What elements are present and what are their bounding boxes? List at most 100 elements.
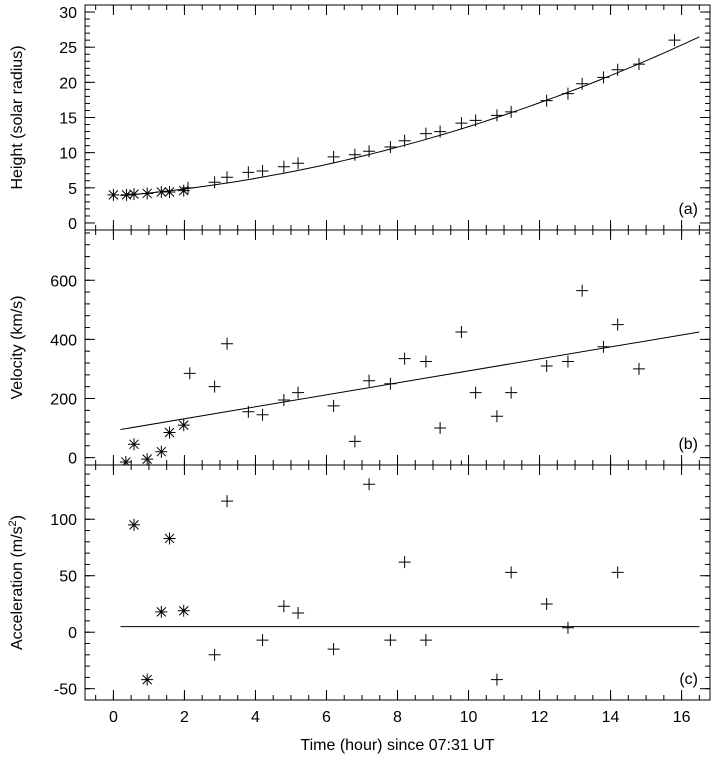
- asterisk-point: [119, 456, 132, 465]
- y-axis-label: Height (solar radius): [9, 45, 26, 189]
- asterisk-point: [141, 187, 154, 200]
- asterisk-point: [155, 186, 168, 199]
- plus-point: [540, 359, 553, 372]
- x-tick-label: 2: [180, 709, 189, 726]
- y-tick-label: 200: [50, 391, 77, 408]
- plus-point: [256, 634, 269, 647]
- y-tick-label: 0: [68, 216, 77, 233]
- x-tick-label: 16: [673, 709, 691, 726]
- plus-point: [181, 181, 194, 194]
- plus-point: [256, 408, 269, 421]
- plus-point: [277, 160, 290, 173]
- plus-point: [505, 566, 518, 579]
- plus-point: [398, 556, 411, 569]
- plus-point: [419, 127, 432, 140]
- plus-point: [505, 386, 518, 399]
- plus-point: [292, 607, 305, 620]
- plus-point: [221, 171, 234, 184]
- plus-point: [208, 380, 221, 393]
- asterisk-point: [155, 445, 168, 458]
- x-tick-label: 0: [109, 709, 118, 726]
- asterisk-point: [163, 186, 176, 199]
- y-tick-label: 20: [59, 75, 77, 92]
- plus-point: [460, 460, 462, 465]
- plus-point: [242, 166, 255, 179]
- plus-point: [419, 355, 432, 368]
- asterisk-point: [163, 426, 176, 439]
- plus-point: [384, 377, 397, 390]
- plus-point: [668, 34, 681, 47]
- plus-point: [611, 318, 624, 331]
- plus-point: [490, 109, 503, 122]
- x-tick-label: 4: [251, 709, 260, 726]
- x-axis-label: Time (hour) since 07:31 UT: [300, 737, 494, 754]
- x-tick-label: 6: [322, 709, 331, 726]
- panel-2: 0 200 400 600 Velocity (km/s) (b): [9, 229, 711, 468]
- plus-point: [419, 634, 432, 647]
- plus-point: [327, 643, 340, 656]
- asterisk-point: [177, 184, 190, 197]
- plot-area: [120, 478, 700, 686]
- asterisk-point: [128, 518, 141, 531]
- plus-point: [348, 148, 361, 161]
- plus-point: [327, 399, 340, 412]
- plus-point: [348, 435, 361, 448]
- plus-point: [561, 87, 574, 100]
- plus-point: [561, 621, 574, 634]
- plus-point: [561, 355, 574, 368]
- asterisk-point: [177, 419, 190, 432]
- y-tick-label: 25: [59, 40, 77, 57]
- plus-point: [292, 157, 305, 170]
- plus-point: [384, 634, 397, 647]
- y-tick-label: 15: [59, 111, 77, 128]
- plus-point: [611, 566, 624, 579]
- plus-point: [576, 284, 589, 297]
- plus-point: [434, 125, 447, 138]
- plot-frame: [84, 229, 711, 466]
- plus-point: [455, 325, 468, 338]
- plus-point: [363, 145, 376, 158]
- x-tick-label: 10: [460, 709, 478, 726]
- y-tick-label: 30: [59, 5, 77, 22]
- y-tick-label: 5: [68, 181, 77, 198]
- plus-point: [363, 478, 376, 491]
- plot-frame: [84, 464, 711, 701]
- plus-point: [208, 648, 221, 661]
- panel-3: -50 0 50 100 0 2 4 6 8 10 12 14 16 Acceleration (m/s2…: [7, 464, 711, 754]
- panel-label: (a): [678, 201, 698, 218]
- y-tick-label: 100: [50, 512, 77, 529]
- plus-point: [540, 94, 553, 107]
- y-axis-label: Acceleration (m/s2): [7, 515, 26, 650]
- plot-area: [119, 284, 700, 465]
- plus-point: [434, 422, 447, 435]
- plus-point: [221, 337, 234, 350]
- plus-point: [221, 495, 234, 508]
- plus-point: [327, 150, 340, 163]
- fit-line: [120, 331, 700, 431]
- plot-area: [107, 34, 700, 201]
- y-tick-label: 600: [50, 273, 77, 290]
- y-tick-label: -50: [54, 682, 77, 699]
- plus-point: [490, 673, 503, 686]
- plus-point: [611, 63, 624, 76]
- asterisk-point: [155, 605, 168, 618]
- plus-point: [242, 405, 255, 418]
- asterisk-point: [107, 188, 120, 201]
- panel-label: (b): [678, 436, 698, 453]
- plus-point: [576, 77, 589, 90]
- y-tick-label: 50: [59, 569, 77, 586]
- panel-label: (c): [679, 671, 698, 688]
- x-tick-label: 12: [531, 709, 549, 726]
- plus-point: [597, 340, 610, 353]
- panel-1: 0 5 10 15 20 25 30 Height (solar radius) (a): [9, 4, 711, 233]
- plus-point: [277, 600, 290, 613]
- plus-point: [384, 141, 397, 154]
- asterisk-point: [141, 673, 154, 686]
- plus-point: [469, 114, 482, 127]
- plus-point: [183, 367, 196, 380]
- plus-point: [632, 58, 645, 71]
- y-tick-label: 10: [59, 146, 77, 163]
- asterisk-point: [128, 188, 141, 201]
- asterisk-point: [120, 188, 133, 201]
